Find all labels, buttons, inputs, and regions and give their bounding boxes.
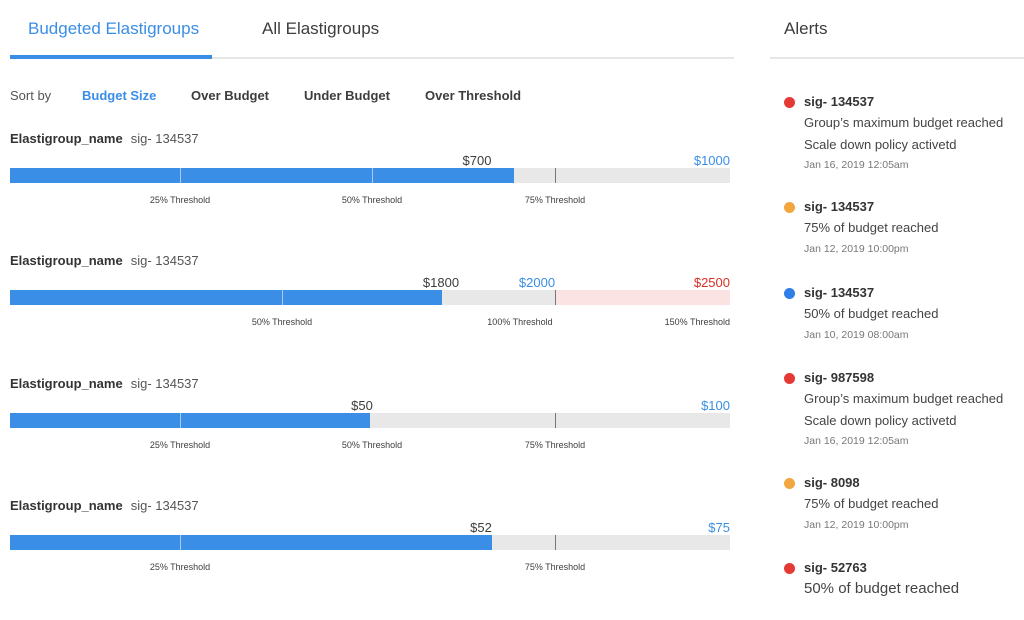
threshold-label: 25% Threshold (149, 562, 211, 572)
alert-group-id: sig- 8098 (804, 475, 860, 490)
group-id: sig- 134537 (130, 498, 199, 513)
status-dot-icon (784, 202, 795, 213)
alert-message: Group’s maximum budget reached (804, 115, 1004, 130)
active-tab-indicator (10, 55, 212, 59)
alert-message: 75% of budget reached (804, 220, 939, 235)
budget-bar-fill (10, 290, 442, 305)
threshold-marker (555, 168, 556, 183)
alert-group-id: sig- 987598 (804, 370, 875, 385)
spent-amount: $700 (462, 153, 492, 168)
budget-amount: $75 (708, 520, 730, 535)
budget-group[interactable]: Elastigroup_name sig- 134537 $52 $75 25% … (10, 498, 732, 598)
alert-item[interactable]: sig- 52763 50% of budget reached (784, 560, 1020, 600)
alert-message: 50% of budget reached (804, 580, 960, 597)
threshold-label: 100% Threshold (487, 317, 553, 327)
alert-timestamp: Jan 16, 2019 12:05am (804, 159, 909, 171)
sort-option-over-threshold[interactable]: Over Threshold (425, 88, 522, 103)
threshold-label: 25% Threshold (149, 195, 211, 205)
group-title: Elastigroup_name sig- 134537 (10, 253, 199, 268)
threshold-label: 75% Threshold (524, 440, 586, 450)
alert-message: 75% of budget reached (804, 496, 939, 511)
alert-group-id: sig- 134537 (804, 285, 875, 300)
threshold-marker (180, 535, 181, 550)
alerts-header: Alerts (770, 0, 1024, 59)
alert-group-id: sig- 52763 (804, 560, 867, 575)
max-budget-amount: $2500 (693, 275, 730, 290)
threshold-marker (180, 413, 181, 428)
budget-bar-fill (10, 413, 370, 428)
budget-bar-fill (10, 535, 493, 550)
threshold-marker (282, 290, 283, 305)
group-name: Elastigroup_name (10, 253, 123, 268)
group-name: Elastigroup_name (10, 498, 123, 513)
group-id: sig- 134537 (130, 253, 199, 268)
budget-amount: $2000 (518, 275, 556, 290)
alert-group-id: sig- 134537 (804, 199, 875, 214)
alert-item[interactable]: sig- 134537 75% of budget reached Jan 12… (784, 199, 1020, 259)
budget-group[interactable]: Elastigroup_name sig- 134537 $700 $1000 2… (10, 131, 732, 231)
alert-group-id: sig- 134537 (804, 94, 875, 109)
threshold-marker (555, 413, 556, 428)
threshold-marker (555, 535, 556, 550)
alert-item[interactable]: sig- 987598 Group’s maximum budget reach… (784, 370, 1020, 450)
group-name: Elastigroup_name (10, 376, 123, 391)
budget-bar (10, 290, 730, 305)
budget-amount: $1000 (693, 153, 730, 168)
threshold-label: 25% Threshold (149, 440, 211, 450)
threshold-label: 50% Threshold (341, 195, 403, 205)
budget-bar (10, 413, 730, 428)
group-title: Elastigroup_name sig- 134537 (10, 498, 199, 513)
status-dot-icon (784, 97, 795, 108)
alert-timestamp: Jan 16, 2019 12:05am (804, 435, 909, 447)
spent-amount: $52 (470, 520, 492, 535)
budget-amount: $100 (701, 398, 730, 413)
threshold-marker (555, 290, 556, 305)
budget-bar (10, 168, 730, 183)
threshold-label: 75% Threshold (524, 195, 586, 205)
threshold-label: 150% Threshold (664, 317, 730, 327)
alert-message: Group’s maximum budget reached (804, 391, 1004, 406)
status-dot-icon (784, 563, 795, 574)
budget-group[interactable]: Elastigroup_name sig- 134537 $1800 $2000 … (10, 253, 732, 353)
alert-message: 50% of budget reached (804, 306, 939, 321)
alert-timestamp: Jan 12, 2019 10:00pm (804, 519, 909, 531)
alert-item[interactable]: sig- 134537 Group’s maximum budget reach… (784, 94, 1020, 174)
alert-message: Scale down policy activetd (804, 137, 957, 152)
sort-option-under-budget[interactable]: Under Budget (304, 88, 390, 103)
budget-group[interactable]: Elastigroup_name sig- 134537 $50 $100 25%… (10, 376, 732, 476)
alert-message: Scale down policy activetd (804, 413, 957, 428)
threshold-marker (372, 168, 373, 183)
sort-label: Sort by (10, 88, 52, 103)
threshold-label: 50% Threshold (251, 317, 313, 327)
tab-budgeted-elastigroups[interactable]: Budgeted Elastigroups (28, 19, 200, 38)
spent-amount: $50 (351, 398, 373, 413)
group-title: Elastigroup_name sig- 134537 (10, 376, 199, 391)
threshold-marker (180, 168, 181, 183)
threshold-label: 50% Threshold (341, 440, 403, 450)
alerts-title: Alerts (784, 19, 828, 38)
alert-timestamp: Jan 12, 2019 10:00pm (804, 243, 909, 255)
over-budget-zone (555, 290, 730, 305)
sort-option-over-budget[interactable]: Over Budget (191, 88, 270, 103)
group-name: Elastigroup_name (10, 131, 123, 146)
group-id: sig- 134537 (130, 376, 199, 391)
budget-bar (10, 535, 730, 550)
alert-timestamp: Jan 10, 2019 08:00am (804, 329, 909, 341)
sort-option-budget-size[interactable]: Budget Size (82, 88, 157, 103)
status-dot-icon (784, 373, 795, 384)
spent-amount: $1800 (422, 275, 460, 290)
group-title: Elastigroup_name sig- 134537 (10, 131, 199, 146)
threshold-label: 75% Threshold (524, 562, 586, 572)
group-id: sig- 134537 (130, 131, 199, 146)
alert-item[interactable]: sig- 134537 50% of budget reached Jan 10… (784, 285, 1020, 345)
tab-bar: Budgeted Elastigroups All Elastigroups (10, 0, 734, 59)
alert-item[interactable]: sig- 8098 75% of budget reached Jan 12, … (784, 475, 1020, 535)
tab-all-elastigroups[interactable]: All Elastigroups (262, 19, 380, 38)
status-dot-icon (784, 478, 795, 489)
status-dot-icon (784, 288, 795, 299)
budget-bar-fill (10, 168, 514, 183)
